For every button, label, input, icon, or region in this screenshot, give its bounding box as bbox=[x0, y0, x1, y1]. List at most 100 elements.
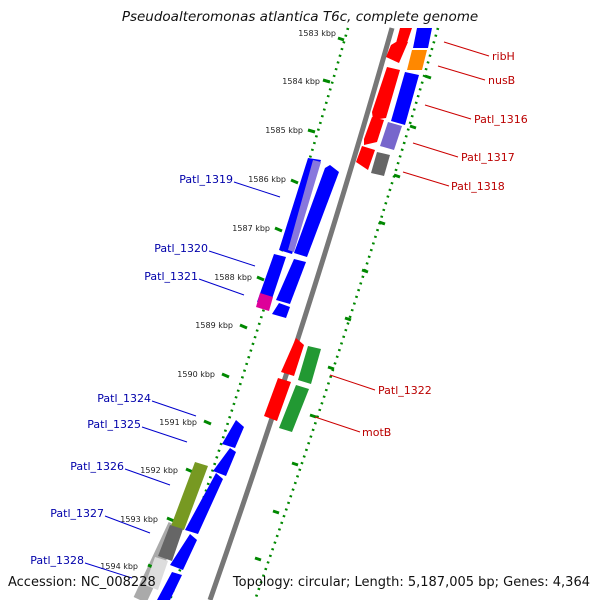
kbp-label: 1584 kbp bbox=[282, 77, 320, 86]
gene-arrow-white bbox=[145, 557, 168, 590]
gene-arrow-blue bbox=[257, 254, 286, 305]
gene-label-motB[interactable]: motB bbox=[362, 426, 391, 439]
gene-label-patl-1316[interactable]: Patl_1316 bbox=[474, 113, 528, 126]
gene-features-top bbox=[356, 28, 432, 176]
topology-text: Topology: circular; Length: 5,187,005 bp… bbox=[232, 575, 590, 590]
gene-arrow-red bbox=[386, 42, 408, 63]
gene-label-patl-1321[interactable]: Patl_1321 bbox=[144, 270, 198, 283]
gene-label-patl-1324[interactable]: Patl_1324 bbox=[97, 392, 151, 405]
gene-label-patl-1319[interactable]: Patl_1319 bbox=[179, 173, 233, 186]
tick-mark bbox=[361, 268, 369, 274]
tick-mark bbox=[274, 226, 283, 233]
right-leader-lines bbox=[314, 41, 490, 433]
kbp-label: 1587 kbp bbox=[232, 224, 270, 233]
gene-arrow-gray bbox=[371, 152, 390, 176]
tick-mark bbox=[337, 36, 345, 42]
gene-label-patl-1320[interactable]: Patl_1320 bbox=[154, 242, 208, 255]
leader-line bbox=[443, 41, 490, 57]
gene-arrow-blue bbox=[170, 534, 197, 570]
gene-arrow-red bbox=[356, 146, 375, 170]
gene-arrow-purple bbox=[380, 122, 402, 150]
tick-mark bbox=[291, 461, 299, 467]
right-gene-labels: ribH nusB Patl_1316 Patl_1317 Patl_1318 … bbox=[362, 50, 528, 439]
tick-mark bbox=[378, 220, 386, 226]
gene-arrow-red bbox=[396, 28, 412, 43]
gene-arrow-olive bbox=[171, 462, 208, 530]
tick-mark bbox=[322, 78, 331, 84]
leader-line bbox=[198, 278, 245, 296]
gene-arrow-red bbox=[364, 117, 384, 145]
gene-label-ribH[interactable]: ribH bbox=[492, 50, 515, 63]
gene-features-middle bbox=[256, 158, 339, 318]
gene-arrow-blue bbox=[413, 28, 432, 48]
kbp-label: 1592 kbp bbox=[140, 466, 178, 475]
kbp-label: 1590 kbp bbox=[177, 370, 215, 379]
left-leader-lines bbox=[84, 181, 281, 579]
gene-features-right bbox=[264, 338, 321, 432]
leader-line bbox=[424, 104, 472, 120]
tick-mark bbox=[239, 323, 248, 330]
tick-mark bbox=[344, 316, 352, 322]
tick-mark bbox=[166, 516, 175, 523]
gene-arrow-blue bbox=[222, 420, 244, 448]
gene-arrow-red bbox=[372, 67, 400, 120]
kbp-tick-marks bbox=[147, 36, 345, 570]
leader-line bbox=[208, 250, 256, 267]
leader-line bbox=[437, 65, 486, 81]
tick-mark bbox=[424, 74, 432, 80]
gene-arrow-red bbox=[264, 378, 291, 421]
map-title: Pseudoalteromonas atlantica T6c, complet… bbox=[121, 9, 479, 25]
gene-label-patl-1327[interactable]: Patl_1327 bbox=[50, 507, 104, 520]
kbp-label: 1583 kbp bbox=[298, 29, 336, 38]
inner-dotted-line bbox=[253, 27, 440, 600]
leader-line bbox=[402, 171, 450, 187]
gene-arrow-orange bbox=[407, 50, 427, 70]
leader-line bbox=[412, 142, 459, 158]
kbp-label: 1594 kbp bbox=[100, 562, 138, 571]
gene-label-patl-1322[interactable]: Patl_1322 bbox=[378, 384, 432, 397]
inner-tick-marks bbox=[254, 74, 432, 562]
gene-arrow-magenta bbox=[256, 293, 273, 311]
leader-line bbox=[314, 416, 361, 433]
accession-text: Accession: NC_008228 bbox=[8, 575, 156, 590]
gene-arrow-green bbox=[279, 385, 309, 432]
gene-label-patl-1317[interactable]: Patl_1317 bbox=[461, 151, 515, 164]
gene-arrow-blue bbox=[213, 448, 236, 476]
kbp-labels: 1583 kbp 1584 kbp 1585 kbp 1586 kbp 1587… bbox=[100, 29, 336, 571]
gene-arrow-gray bbox=[158, 525, 183, 561]
kbp-label: 1591 kbp bbox=[159, 418, 197, 427]
leader-line bbox=[151, 400, 197, 417]
gene-features-bottom bbox=[145, 420, 244, 600]
tick-mark bbox=[203, 419, 212, 426]
leader-line bbox=[233, 181, 281, 198]
tick-mark bbox=[290, 178, 299, 185]
tick-mark bbox=[254, 556, 262, 562]
gene-arrow-blue bbox=[276, 259, 306, 304]
leader-line bbox=[329, 374, 376, 391]
gene-arrow-purple bbox=[288, 160, 321, 252]
leader-line bbox=[141, 426, 188, 443]
gene-arrow-blue bbox=[157, 572, 182, 600]
kbp-label: 1593 kbp bbox=[120, 515, 158, 524]
gene-label-patl-1318[interactable]: Patl_1318 bbox=[451, 180, 505, 193]
kbp-label: 1585 kbp bbox=[265, 126, 303, 135]
gene-label-patl-1326[interactable]: Patl_1326 bbox=[70, 460, 124, 473]
tick-mark bbox=[256, 275, 265, 282]
gene-arrow-blue bbox=[391, 72, 419, 125]
gene-label-patl-1328[interactable]: Patl_1328 bbox=[30, 554, 84, 567]
leader-line bbox=[104, 515, 151, 534]
tick-mark bbox=[309, 413, 317, 419]
leader-line bbox=[124, 468, 171, 486]
gene-label-patl-1325[interactable]: Patl_1325 bbox=[87, 418, 141, 431]
gene-label-nusB[interactable]: nusB bbox=[488, 74, 515, 87]
genome-backbone bbox=[207, 27, 395, 600]
left-gene-labels: Patl_1319 Patl_1320 Patl_1321 Patl_1324 … bbox=[30, 173, 233, 567]
gene-arrow-red bbox=[281, 338, 304, 376]
gene-arrow-blue bbox=[185, 473, 223, 534]
tick-mark bbox=[307, 128, 316, 134]
tick-mark bbox=[393, 173, 401, 179]
tick-mark bbox=[221, 372, 230, 379]
tick-mark bbox=[327, 365, 335, 371]
gene-arrow-green bbox=[298, 346, 321, 384]
